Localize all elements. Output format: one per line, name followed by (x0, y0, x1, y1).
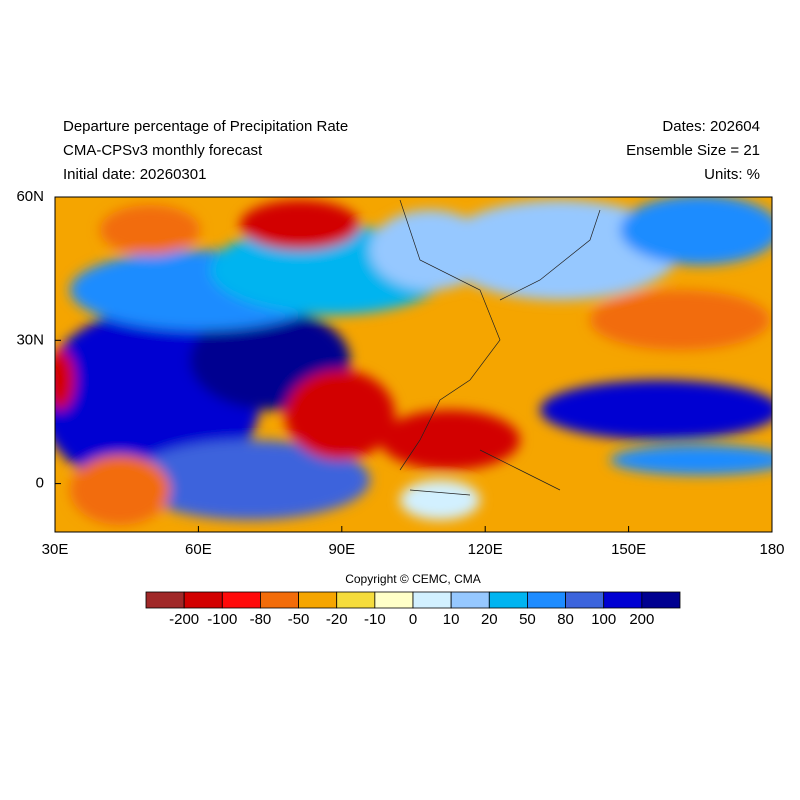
colorbar-box (412, 591, 452, 609)
title-line: Departure percentage of Precipitation Ra… (63, 118, 348, 135)
colorbar-label: -200 (169, 611, 199, 628)
map-field (55, 197, 772, 532)
map-frame (54, 196, 773, 533)
colorbar-box (145, 591, 185, 609)
copyright: Copyright © CEMC, CMA (345, 572, 481, 586)
colorbar-box (374, 591, 414, 609)
colorbar-box (565, 591, 605, 609)
colorbar-box (488, 591, 528, 609)
lon-label: 180 (759, 541, 784, 558)
colorbar-label: 10 (443, 611, 460, 628)
title-line: Initial date: 20260301 (63, 166, 206, 183)
colorbar-label: -50 (288, 611, 310, 628)
lon-label: 120E (468, 541, 503, 558)
info-line: Units: % (704, 166, 760, 183)
colorbar-label: 100 (591, 611, 616, 628)
title-line: CMA-CPSv3 monthly forecast (63, 142, 263, 159)
colorbar-label: 0 (409, 611, 417, 628)
colorbar-box (450, 591, 490, 609)
info-line: Ensemble Size = 21 (626, 142, 760, 159)
lon-label: 150E (611, 541, 646, 558)
colorbar-box (221, 591, 261, 609)
colorbar-label: 50 (519, 611, 536, 628)
colorbar-box (260, 591, 299, 609)
colorbar-box (298, 591, 338, 609)
colorbar-label: 80 (557, 611, 574, 628)
colorbar-box (603, 591, 643, 609)
colorbar-label: 20 (481, 611, 498, 628)
colorbar-label: -100 (207, 611, 237, 628)
colorbar-label: -80 (250, 611, 272, 628)
colorbar-box (336, 591, 376, 609)
colorbar-label: 200 (629, 611, 654, 628)
colorbar-label: -20 (326, 611, 348, 628)
lon-label: 60E (185, 541, 212, 558)
lat-axis: 60N 30N 0 (16, 188, 61, 492)
lat-label: 0 (36, 475, 44, 492)
lat-label: 30N (16, 331, 44, 348)
colorbar: -200 -100 -80 -50 -20 -10 0 10 20 50 80 100 200 (145, 591, 681, 628)
colorbar-label: -10 (364, 611, 386, 628)
header: Departure percentage of Precipitation Ra… (63, 118, 760, 183)
lon-axis: 30E 60E 90E 120E 150E 180 (42, 526, 785, 558)
colorbar-box (527, 591, 566, 609)
colorbar-box (641, 591, 681, 609)
lat-label: 60N (16, 188, 44, 205)
lon-label: 90E (328, 541, 355, 558)
lon-label: 30E (42, 541, 69, 558)
colorbar-box (183, 591, 223, 609)
info-line: Dates: 202604 (662, 118, 760, 135)
